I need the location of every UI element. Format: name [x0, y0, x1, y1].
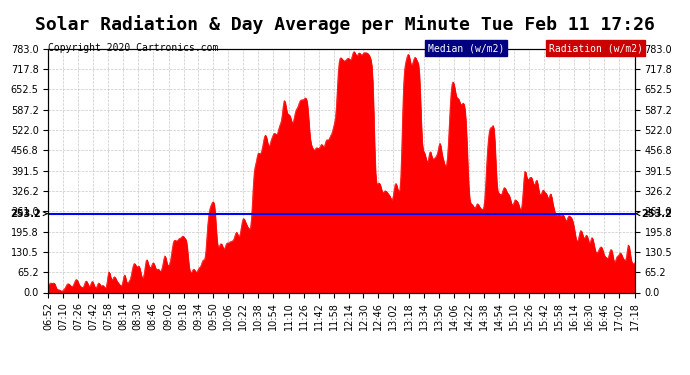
Text: Median (w/m2): Median (w/m2) [428, 43, 504, 53]
Text: Solar Radiation & Day Average per Minute Tue Feb 11 17:26: Solar Radiation & Day Average per Minute… [35, 15, 655, 34]
Text: Radiation (w/m2): Radiation (w/m2) [549, 43, 642, 53]
Text: 253.2: 253.2 [10, 209, 48, 219]
Text: 253.2: 253.2 [635, 209, 673, 219]
Text: Copyright 2020 Cartronics.com: Copyright 2020 Cartronics.com [48, 43, 219, 53]
